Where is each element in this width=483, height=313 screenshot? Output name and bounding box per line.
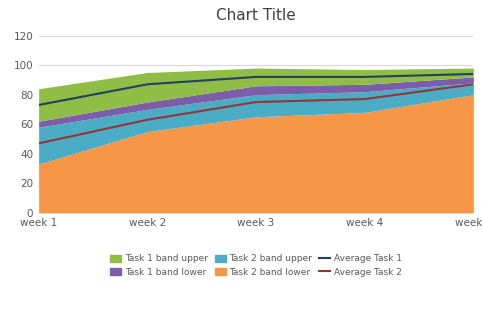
Legend: Task 1 band upper, Task 1 band lower, Task 2 band upper, Task 2 band lower, Aver: Task 1 band upper, Task 1 band lower, Ta… (107, 251, 405, 280)
Title: Chart Title: Chart Title (216, 8, 296, 23)
